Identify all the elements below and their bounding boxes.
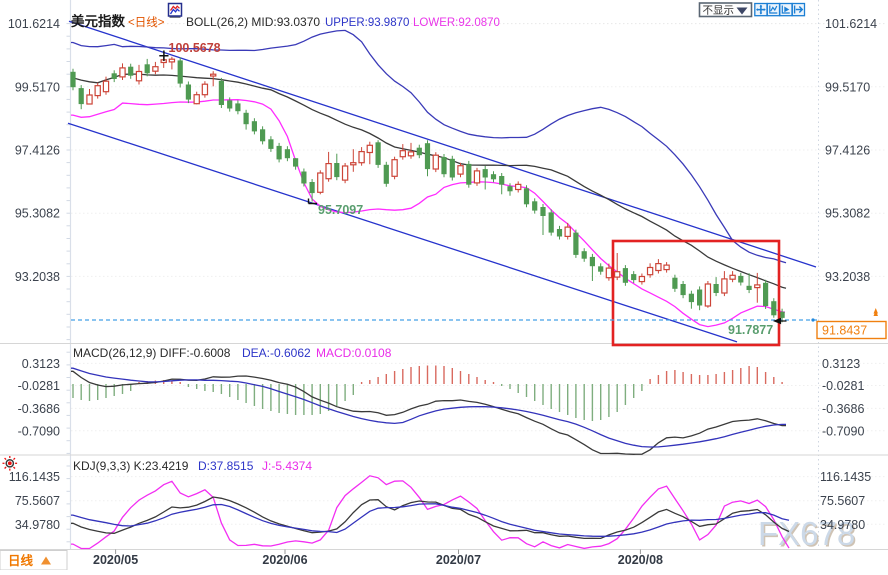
svg-text:J:-5.4374: J:-5.4374 bbox=[262, 459, 312, 473]
svg-text:101.6214: 101.6214 bbox=[8, 17, 60, 31]
svg-text:97.4126: 97.4126 bbox=[15, 144, 60, 158]
svg-text:D:37.8515: D:37.8515 bbox=[198, 459, 254, 473]
svg-text:75.5607: 75.5607 bbox=[820, 494, 865, 508]
svg-text:<日线>: <日线> bbox=[128, 15, 165, 29]
svg-text:116.1435: 116.1435 bbox=[820, 470, 871, 484]
svg-text:91.8437: 91.8437 bbox=[822, 324, 867, 338]
svg-text:MACD:0.0108: MACD:0.0108 bbox=[316, 346, 392, 360]
svg-text:100.5678: 100.5678 bbox=[169, 41, 221, 55]
svg-text:75.5607: 75.5607 bbox=[15, 494, 60, 508]
svg-text:美元指数: 美元指数 bbox=[71, 13, 125, 29]
svg-text:95.3082: 95.3082 bbox=[825, 207, 870, 221]
svg-text:-0.0281: -0.0281 bbox=[18, 379, 60, 393]
svg-text:0.3123: 0.3123 bbox=[822, 357, 860, 371]
svg-text:99.5170: 99.5170 bbox=[15, 80, 60, 94]
svg-text:97.4126: 97.4126 bbox=[825, 144, 870, 158]
svg-text:-0.3686: -0.3686 bbox=[18, 402, 60, 416]
svg-text:-0.7090: -0.7090 bbox=[18, 424, 60, 438]
svg-text:BOLL(26,2) MID:93.0370: BOLL(26,2) MID:93.0370 bbox=[186, 15, 320, 29]
svg-text:95.3082: 95.3082 bbox=[15, 207, 60, 221]
svg-text:99.5170: 99.5170 bbox=[825, 80, 870, 94]
svg-text:-0.3686: -0.3686 bbox=[822, 402, 864, 416]
svg-text:95.7097: 95.7097 bbox=[318, 203, 363, 217]
svg-text:DEA:-0.6062: DEA:-0.6062 bbox=[242, 346, 311, 360]
svg-text:2020/06: 2020/06 bbox=[262, 553, 307, 567]
svg-text:101.6214: 101.6214 bbox=[825, 17, 877, 31]
svg-text:UPPER:93.9870: UPPER:93.9870 bbox=[325, 17, 409, 29]
svg-text:日线: 日线 bbox=[8, 553, 34, 568]
svg-text:34.9780: 34.9780 bbox=[820, 518, 865, 532]
svg-text:116.1435: 116.1435 bbox=[9, 470, 60, 484]
svg-text:93.2038: 93.2038 bbox=[825, 270, 870, 284]
svg-text:0.3123: 0.3123 bbox=[22, 357, 60, 371]
svg-text:MACD(26,12,9) DIFF:-0.6008: MACD(26,12,9) DIFF:-0.6008 bbox=[73, 346, 231, 360]
svg-text:LOWER:92.0870: LOWER:92.0870 bbox=[413, 17, 500, 29]
svg-text:93.2038: 93.2038 bbox=[15, 270, 60, 284]
svg-text:-0.7090: -0.7090 bbox=[822, 424, 864, 438]
svg-text:91.7877: 91.7877 bbox=[728, 323, 773, 337]
svg-text:-0.0281: -0.0281 bbox=[822, 379, 864, 393]
svg-text:2020/05: 2020/05 bbox=[93, 553, 138, 567]
svg-text:34.9780: 34.9780 bbox=[15, 518, 60, 532]
svg-text:2020/07: 2020/07 bbox=[436, 553, 481, 567]
svg-text:不显示: 不显示 bbox=[703, 5, 735, 17]
svg-text:KDJ(9,3,3) K:23.4219: KDJ(9,3,3) K:23.4219 bbox=[73, 459, 189, 473]
svg-text:2020/08: 2020/08 bbox=[618, 553, 663, 567]
